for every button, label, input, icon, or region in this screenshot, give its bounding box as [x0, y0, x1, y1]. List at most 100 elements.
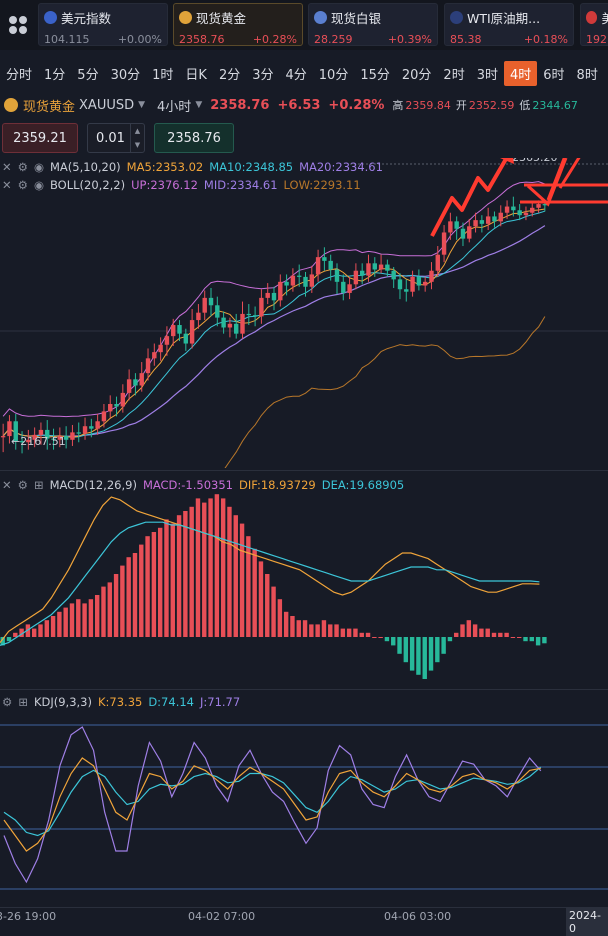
ma-legend: ✕ ⚙ ◉ MA(5,10,20) MA5:2353.02 MA10:2348.… [0, 160, 383, 174]
macd-bar [353, 628, 358, 637]
symbol-info-bar: 现货黄金 XAUUSD ▼ 4小时 ▼ 2358.76 +6.53 +0.28%… [0, 94, 608, 116]
lot-size-input[interactable]: 0.01 ▲ ▼ [87, 123, 145, 153]
settings-icon[interactable]: ⚙ [17, 160, 28, 174]
macd-bar [239, 523, 245, 637]
candle-body [32, 434, 37, 440]
candle-body [108, 404, 113, 412]
candle-body [0, 436, 6, 438]
quote-name: 现货黄金 [196, 11, 247, 26]
period-tab-2[interactable]: 5分 [77, 67, 99, 83]
buy-price-button[interactable]: 2358.76 [154, 123, 234, 153]
sell-price-button[interactable]: 2359.21 [2, 123, 78, 153]
candle-body [82, 426, 88, 434]
high-value: 2359.84 [405, 98, 451, 112]
visibility-icon[interactable]: ◉ [33, 178, 44, 192]
interval-label[interactable]: 4小时 [157, 99, 192, 115]
period-tab-10[interactable]: 15分 [360, 67, 390, 83]
macd-bar [309, 624, 314, 637]
candle-body [26, 439, 31, 443]
macd-bar [359, 632, 364, 637]
period-tab-6[interactable]: 2分 [218, 67, 241, 83]
period-tab-5[interactable]: 日K [185, 67, 207, 83]
candle-body [278, 281, 283, 301]
candle-body [372, 263, 377, 270]
collapse-icon[interactable]: ✕ [2, 178, 12, 192]
dif-line [0, 496, 540, 643]
sell-price: 2359.21 [13, 130, 67, 146]
quote-price: 28.259 [314, 33, 353, 46]
candle-body [171, 325, 176, 337]
period-tab-14[interactable]: 4时 [503, 60, 538, 86]
boll-lower-line [224, 316, 546, 468]
period-tab-15[interactable]: 6时 [543, 67, 565, 83]
candle-body [19, 441, 25, 443]
macd-bar [416, 637, 421, 675]
period-tab-1[interactable]: 1分 [44, 67, 66, 83]
d-line [3, 766, 542, 837]
symbol-name[interactable]: 现货黄金 [23, 99, 76, 115]
quote-card[interactable]: WTI原油期... 85.38 +0.18% [444, 3, 574, 46]
forecast-arrow-line [546, 158, 566, 201]
time-tick: 3-26 19:00 [0, 910, 57, 923]
interval-dropdown-icon[interactable]: ▼ [195, 100, 203, 110]
pane-divider[interactable] [0, 470, 608, 471]
candle-body [114, 404, 119, 407]
kdj-chart[interactable] [0, 692, 608, 907]
macd-bar [472, 624, 478, 637]
ma5-value: MA5:2353.02 [126, 160, 204, 174]
candle-body [303, 276, 308, 287]
visibility-icon[interactable]: ◉ [33, 160, 44, 174]
macd-bar [479, 628, 484, 637]
candle-body [227, 323, 233, 328]
macd-bar [529, 637, 535, 642]
period-tab-11[interactable]: 20分 [401, 67, 432, 83]
settings-icon[interactable]: ⚙ [2, 695, 13, 709]
settings-icon[interactable]: ⚙ [17, 478, 28, 492]
quote-card[interactable]: 美元指数 104.115 +0.00% [38, 3, 168, 46]
period-tab-16[interactable]: 8时 [576, 67, 598, 83]
candle-body [234, 323, 239, 334]
lot-increase-icon[interactable]: ▲ [134, 127, 141, 135]
open-value: 2352.59 [468, 98, 515, 112]
period-tab-7[interactable]: 3分 [252, 67, 274, 83]
candle-body [536, 204, 541, 208]
macd-bar [25, 624, 31, 637]
macd-bar [283, 611, 289, 637]
expand-icon[interactable]: ⊞ [33, 478, 44, 492]
macd-bar [107, 582, 112, 637]
high-mark-label: 2365.20 [512, 158, 558, 164]
candle-body [145, 358, 151, 374]
settings-icon[interactable]: ⚙ [17, 178, 28, 192]
period-tab-8[interactable]: 4分 [285, 67, 307, 83]
macd-bar [157, 527, 163, 637]
period-tab-12[interactable]: 2时 [443, 67, 465, 83]
macd-bar [340, 628, 346, 637]
period-tab-13[interactable]: 3时 [476, 67, 498, 83]
candle-body [309, 274, 314, 287]
macd-bar [428, 637, 434, 671]
quote-card[interactable]: 美 192. [580, 3, 608, 46]
macd-bar [384, 637, 390, 642]
period-tab-4[interactable]: 1时 [152, 67, 174, 83]
apps-menu-icon[interactable] [0, 0, 36, 50]
expand-icon[interactable]: ⊞ [18, 695, 28, 709]
period-tab-0[interactable]: 分时 [6, 67, 33, 83]
quote-card[interactable]: 现货白银 28.259 +0.39% [308, 3, 438, 46]
period-tab-3[interactable]: 30分 [110, 67, 141, 83]
symbol-dropdown-icon[interactable]: ▼ [138, 100, 146, 110]
macd-bar [120, 565, 125, 637]
pane-divider[interactable] [0, 689, 608, 690]
candle-body [139, 373, 144, 386]
lot-decrease-icon[interactable]: ▼ [134, 141, 141, 149]
period-tab-9[interactable]: 10分 [318, 67, 349, 83]
quote-card[interactable]: 现货黄金 2358.76 +0.28% [173, 3, 303, 46]
candle-body [189, 320, 195, 344]
k-value: K:73.35 [97, 695, 143, 709]
macd-chart[interactable] [0, 474, 608, 689]
macd-bar [132, 553, 138, 637]
macd-bar [447, 637, 453, 642]
macd-bar [290, 616, 295, 637]
collapse-icon[interactable]: ✕ [2, 478, 12, 492]
candlestick-chart[interactable]: 2365.20 ←2167.51 [0, 158, 608, 468]
collapse-icon[interactable]: ✕ [2, 160, 12, 174]
